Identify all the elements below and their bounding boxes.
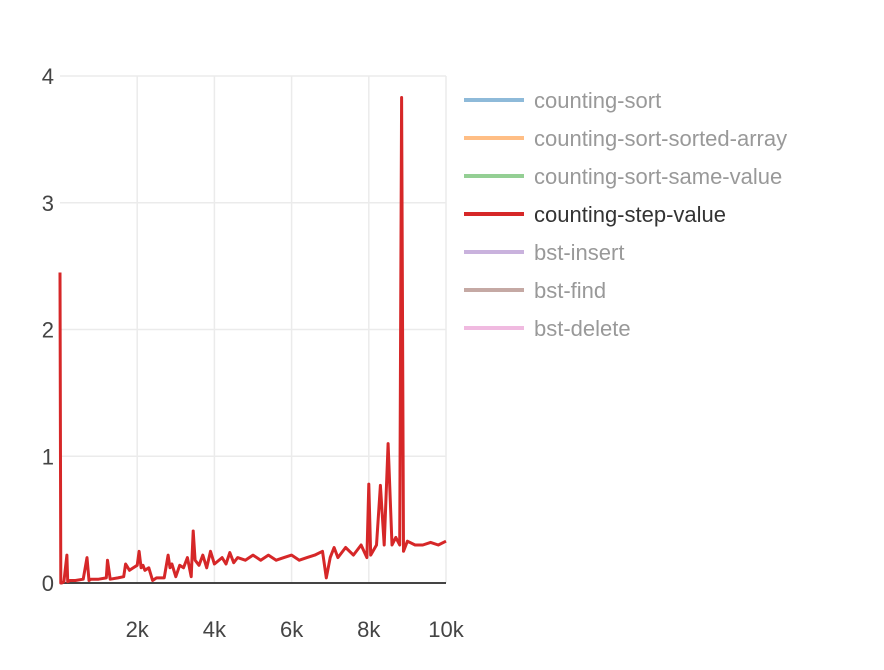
legend-item-counting-sort-sorted-array[interactable]: counting-sort-sorted-array bbox=[464, 126, 787, 151]
x-tick-label: 4k bbox=[203, 617, 227, 642]
y-tick-label: 1 bbox=[42, 444, 54, 469]
y-tick-label: 0 bbox=[42, 571, 54, 596]
legend-label: counting-sort-same-value bbox=[534, 164, 782, 189]
y-axis-ticks: 0 1 2 3 4 bbox=[42, 64, 54, 596]
legend-label: bst-delete bbox=[534, 316, 631, 341]
y-tick-label: 3 bbox=[42, 191, 54, 216]
series-line-counting-step-value[interactable] bbox=[58, 96, 447, 585]
legend-item-bst-find[interactable]: bst-find bbox=[464, 278, 606, 303]
x-tick-label: 10k bbox=[428, 617, 464, 642]
legend-label: bst-insert bbox=[534, 240, 624, 265]
y-tick-label: 2 bbox=[42, 318, 54, 343]
grid bbox=[60, 75, 447, 584]
x-tick-label: 2k bbox=[126, 617, 150, 642]
legend-item-counting-sort[interactable]: counting-sort bbox=[464, 88, 661, 113]
legend-item-bst-insert[interactable]: bst-insert bbox=[464, 240, 624, 265]
plot-area[interactable] bbox=[58, 96, 447, 585]
legend-item-counting-sort-same-value[interactable]: counting-sort-same-value bbox=[464, 164, 782, 189]
legend: counting-sort counting-sort-sorted-array c… bbox=[464, 88, 787, 341]
x-tick-label: 8k bbox=[357, 617, 381, 642]
legend-label: bst-find bbox=[534, 278, 606, 303]
legend-item-bst-delete[interactable]: bst-delete bbox=[464, 316, 631, 341]
legend-label: counting-sort bbox=[534, 88, 661, 113]
x-tick-label: 6k bbox=[280, 617, 304, 642]
x-axis-ticks: 2k 4k 6k 8k 10k bbox=[126, 617, 465, 642]
legend-label: counting-step-value bbox=[534, 202, 726, 227]
legend-item-counting-step-value[interactable]: counting-step-value bbox=[464, 202, 726, 227]
legend-label: counting-sort-sorted-array bbox=[534, 126, 787, 151]
y-tick-label: 4 bbox=[42, 64, 54, 89]
